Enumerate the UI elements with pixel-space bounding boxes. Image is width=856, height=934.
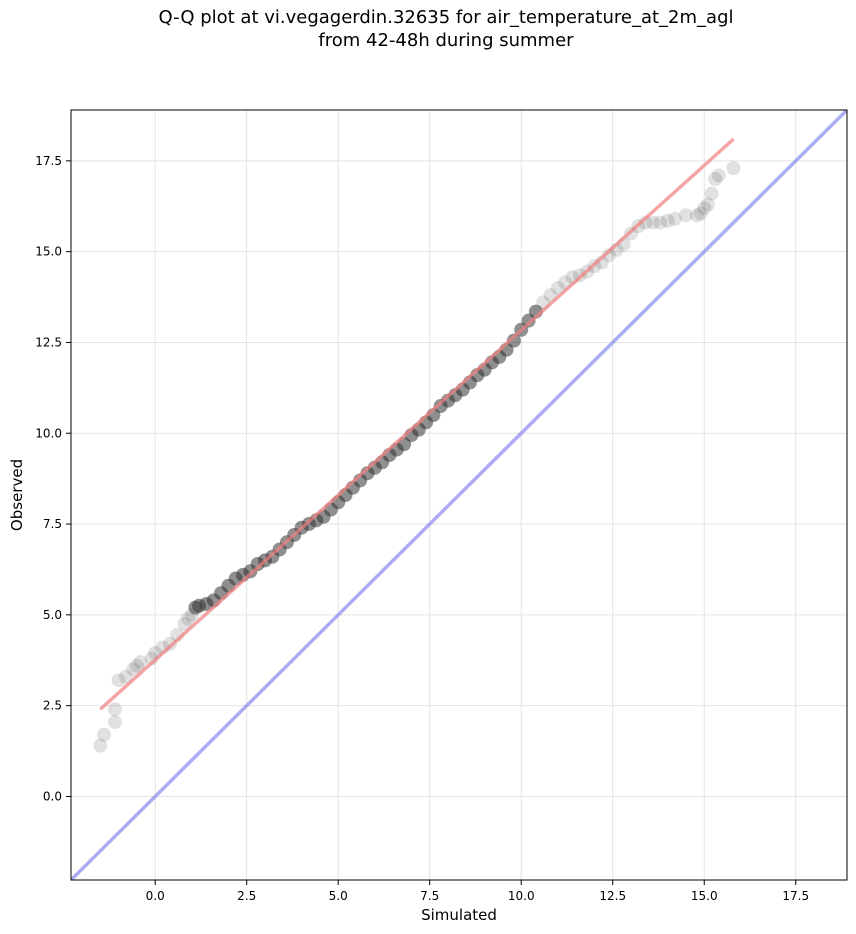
data-point (506, 333, 521, 348)
data-point (700, 197, 715, 212)
data-point (689, 208, 704, 223)
y-tick-label: 12.5 (35, 335, 62, 349)
data-point (162, 636, 177, 651)
fit-line (99, 137, 735, 711)
x-tick-label: 12.5 (599, 889, 626, 903)
x-tick-label: 2.5 (237, 889, 256, 903)
y-tick-label: 15.0 (35, 245, 62, 259)
data-point (726, 161, 741, 176)
y-tick-label: 2.5 (43, 699, 62, 713)
data-point (181, 611, 196, 626)
plot-area (71, 110, 847, 880)
y-tick-label: 17.5 (35, 154, 62, 168)
data-point (133, 655, 148, 670)
data-point (653, 215, 668, 230)
data-point (646, 215, 660, 230)
data-point (660, 213, 675, 228)
x-axis-label: Simulated (421, 906, 497, 924)
y-tick-label: 5.0 (43, 608, 62, 622)
data-point (693, 206, 708, 221)
data-point (177, 616, 192, 631)
data-point (602, 248, 617, 263)
data-point (678, 208, 693, 223)
grid-lines (71, 110, 847, 880)
chart-title: Q-Q plot at vi.vegagerdin.32635 for air_… (0, 6, 856, 52)
x-tick-label: 5.0 (329, 889, 348, 903)
y-tick-label: 7.5 (43, 517, 62, 531)
data-point (118, 669, 133, 684)
data-point (111, 673, 126, 688)
chart-title-line-2: from 42-48h during summer (318, 30, 574, 51)
data-point (107, 702, 122, 717)
data-point (697, 201, 712, 216)
data-point (704, 186, 719, 201)
data-point (550, 280, 565, 295)
data-point (708, 172, 723, 187)
x-tick-label: 0.0 (146, 889, 165, 903)
x-tick-label: 7.5 (420, 889, 439, 903)
data-point (96, 727, 111, 742)
y-axis-label: Observed (8, 459, 26, 531)
data-point (711, 168, 726, 183)
data-point (667, 211, 682, 226)
y-tick-label: 0.0 (43, 789, 62, 803)
data-point (129, 658, 144, 673)
chart-title-line-1: Q-Q plot at vi.vegagerdin.32635 for air_… (158, 7, 734, 28)
y-tick-label: 10.0 (35, 426, 62, 440)
data-point (107, 715, 122, 730)
scatter-points (93, 161, 741, 753)
x-tick-label: 17.5 (782, 889, 809, 903)
identity-line (71, 110, 847, 880)
x-tick-label: 10.0 (508, 889, 535, 903)
plot-frame (70, 109, 848, 881)
axis-ticks: 0.0 2.5 5.0 7.5 10.0 12.5 15.0 17.5 0.0 2.5 5.0 7.5… (35, 154, 809, 903)
data-point (93, 738, 108, 753)
data-point (126, 662, 141, 677)
x-tick-label: 15.0 (691, 889, 718, 903)
